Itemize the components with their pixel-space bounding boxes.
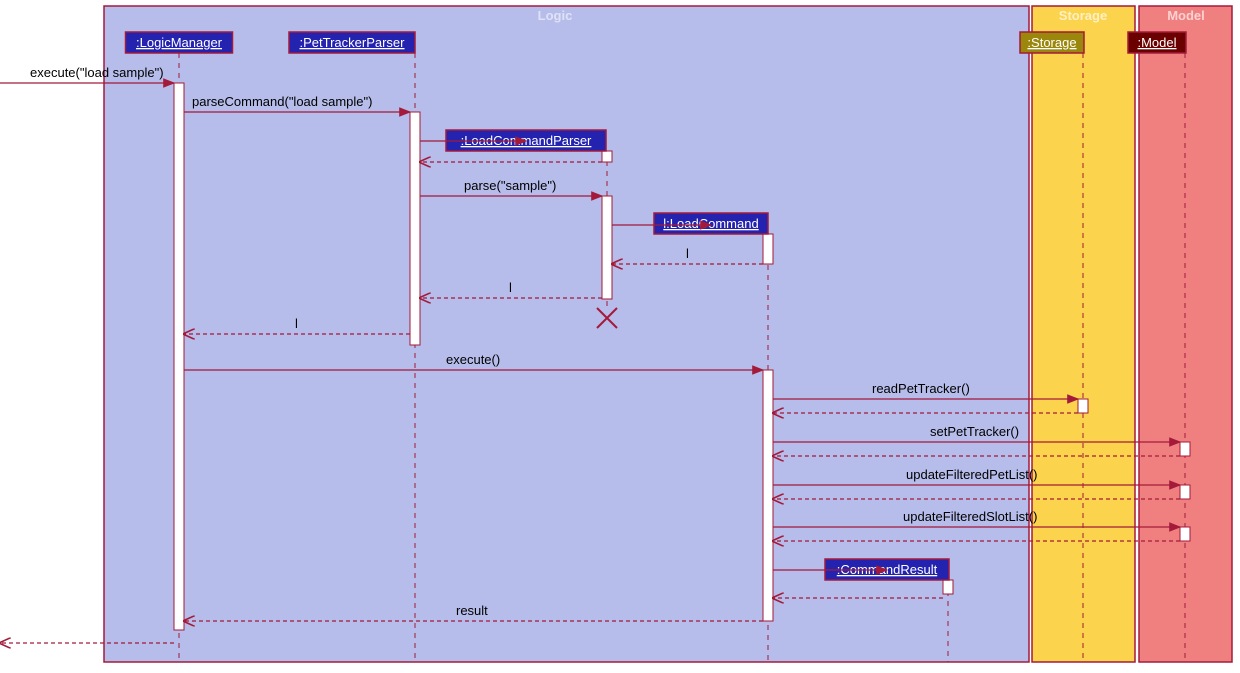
message-label: updateFilteredSlotList() (903, 509, 1037, 524)
message-label: l (686, 246, 689, 261)
participant-label-mod: :Model (1137, 35, 1176, 50)
message-label: updateFilteredPetList() (906, 467, 1038, 482)
activation-lcp (602, 151, 612, 162)
activation-lm (174, 83, 184, 630)
message-label: execute("load sample") (30, 65, 164, 80)
message-label: readPetTracker() (872, 381, 970, 396)
message-label: parse("sample") (464, 178, 556, 193)
activation-mod (1180, 442, 1190, 456)
activation-sto (1078, 399, 1088, 413)
participant-label-lc: l:LoadCommand (663, 216, 758, 231)
activation-lcp (602, 196, 612, 299)
message-label: execute() (446, 352, 500, 367)
sequence-diagram: Logic Storage Model :LogicManager :PetTracke… (0, 0, 1240, 673)
activation-mod (1180, 485, 1190, 499)
activation-cr (943, 580, 953, 594)
activation-lc (763, 234, 773, 264)
message-label: parseCommand("load sample") (192, 94, 372, 109)
message-label: l (509, 280, 512, 295)
message-label: setPetTracker() (930, 424, 1019, 439)
participant-label-ptp: :PetTrackerParser (300, 35, 406, 50)
box-title: Model (1167, 8, 1205, 23)
participant-label-sto: :Storage (1027, 35, 1076, 50)
participant-label-lm: :LogicManager (136, 35, 223, 50)
activation-lc (763, 370, 773, 621)
activation-mod (1180, 527, 1190, 541)
box-title: Storage (1059, 8, 1107, 23)
message-label: result (456, 603, 488, 618)
activation-ptp (410, 112, 420, 345)
box-title: Logic (538, 8, 573, 23)
message-label: l (295, 316, 298, 331)
